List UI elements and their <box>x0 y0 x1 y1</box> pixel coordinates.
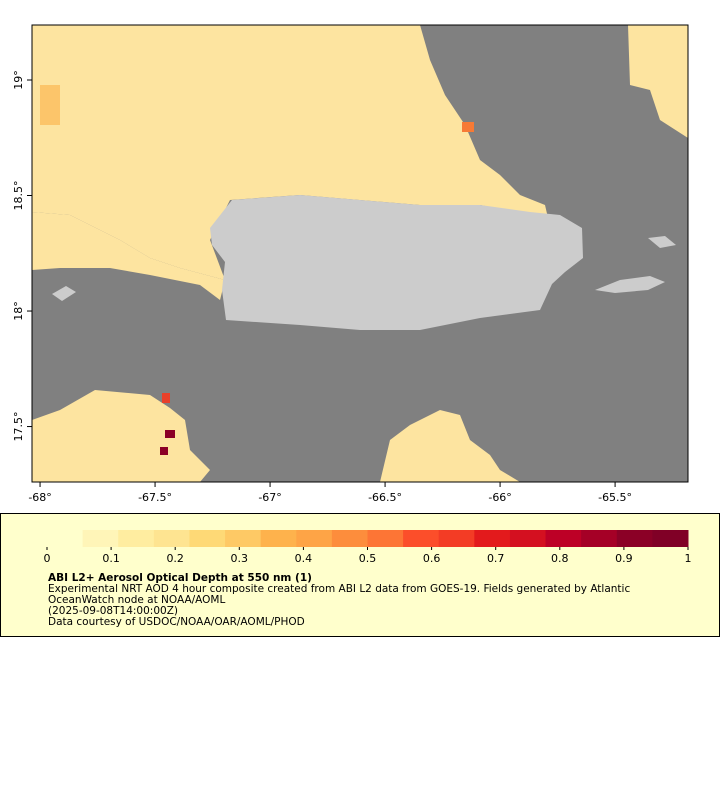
x-tick-label: -68° <box>28 491 51 504</box>
colorbar-tick-label: 0.3 <box>231 552 249 565</box>
y-tick-label: 19° <box>12 70 25 90</box>
colorbar-tick-label: 0.6 <box>423 552 441 565</box>
x-tick-label: -65.5° <box>598 491 632 504</box>
colorbar-step <box>652 530 689 547</box>
caption-title: ABI L2+ Aerosol Optical Depth at 550 nm … <box>48 572 312 584</box>
colorbar-step <box>438 530 475 547</box>
colorbar-tick-label: 0.8 <box>551 552 569 565</box>
aod-patch <box>40 85 60 125</box>
aod-region <box>32 212 225 300</box>
aod-region <box>380 410 520 482</box>
colorbar-step <box>189 530 226 547</box>
map-raster <box>31 24 689 483</box>
map-frame <box>31 24 689 483</box>
aod-patch <box>160 447 168 455</box>
aod-region <box>628 25 688 138</box>
colorbar-tick-label: 0.1 <box>102 552 120 565</box>
aod-region <box>32 25 548 280</box>
aod-patch <box>462 122 474 132</box>
colorbar-tick-label: 1 <box>685 552 692 565</box>
colorbar-step <box>82 530 119 547</box>
colorbar-tick-label: 0.4 <box>295 552 313 565</box>
colorbar-step <box>581 530 618 547</box>
x-tick-label: -66° <box>488 491 511 504</box>
colorbar-tick-label: 0.2 <box>166 552 184 565</box>
x-tick-label: -67° <box>258 491 281 504</box>
colorbar-step <box>616 530 653 547</box>
land <box>210 195 583 330</box>
aod-patch <box>165 430 175 438</box>
x-tick-label: -67.5° <box>138 491 172 504</box>
caption-line: OceanWatch node at NOAA/AOML <box>48 594 225 606</box>
aod-patch <box>162 393 170 403</box>
colorbar-step <box>403 530 440 547</box>
x-tick-label: -66.5° <box>368 491 402 504</box>
y-tick-label: 18.5° <box>12 181 25 211</box>
aod-region <box>32 390 210 482</box>
colorbar-step <box>260 530 297 547</box>
colorbar-tick-label: 0.9 <box>615 552 633 565</box>
colorbar-step <box>153 530 190 547</box>
colorbar-step <box>47 530 84 547</box>
land <box>595 276 665 293</box>
colorbar-step <box>367 530 404 547</box>
caption: ABI L2+ Aerosol Optical Depth at 550 nm … <box>48 572 630 628</box>
colorbar-step <box>225 530 262 547</box>
colorbar-step <box>474 530 511 547</box>
land <box>52 286 76 301</box>
caption-line: Experimental NRT AOD 4 hour composite cr… <box>48 583 630 595</box>
colorbar-step <box>331 530 368 547</box>
y-tick-label: 18° <box>12 301 25 321</box>
land <box>648 236 676 248</box>
colorbar-step <box>545 530 582 547</box>
caption-line: Data courtesy of USDOC/NOAA/OAR/AOML/PHO… <box>48 616 305 628</box>
colorbar-tick-label: 0.7 <box>487 552 505 565</box>
caption-line: (2025-09-08T14:00:00Z) <box>48 605 178 617</box>
colorbar-tick-label: 0 <box>44 552 51 565</box>
colorbar-step <box>296 530 333 547</box>
colorbar-tick-label: 0.5 <box>359 552 377 565</box>
colorbar-step <box>118 530 155 547</box>
y-tick-label: 17.5° <box>12 412 25 442</box>
colorbar-step <box>509 530 547 547</box>
